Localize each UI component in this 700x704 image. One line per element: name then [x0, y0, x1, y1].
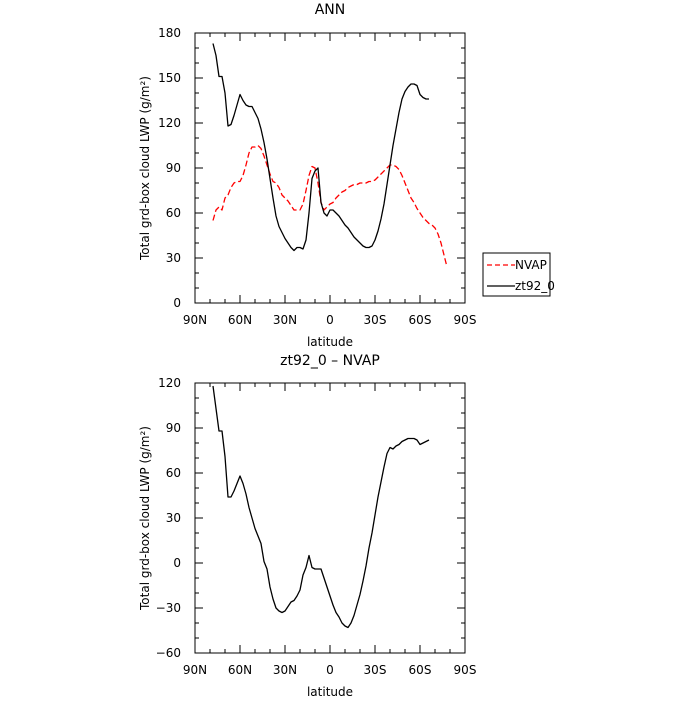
- x-tick-label: 90N: [183, 313, 207, 327]
- y-tick-label: 0: [173, 556, 181, 570]
- series-line-zt92-0-top: [212, 43, 429, 252]
- y-tick-label: 90: [166, 421, 181, 435]
- y-tick-label: 60: [166, 466, 181, 480]
- x-axis-label-bottom: latitude: [307, 685, 353, 699]
- y-tick-label: 60: [166, 206, 181, 220]
- x-tick-label: 60N: [228, 663, 252, 677]
- x-tick-label: 90S: [454, 663, 477, 677]
- y-tick-label: 180: [158, 26, 181, 40]
- y-tick-label: 120: [158, 116, 181, 130]
- series-line-difference-bottom: [212, 385, 430, 629]
- x-tick-label: 0: [326, 663, 334, 677]
- series-bottom: [212, 385, 430, 629]
- y-tick-label: 30: [166, 251, 181, 265]
- series-line-nvap-top: [212, 144, 448, 268]
- x-tick-label: 60S: [409, 663, 432, 677]
- ticks-top: 90N 60N 30N 0 30S 60S 90S 0 30 60 90 120 150 180: [158, 26, 476, 327]
- x-tick-label: 90S: [454, 313, 477, 327]
- plot-frame-bottom: [194, 382, 466, 654]
- legend-label-zt92: zt92_0: [515, 279, 555, 293]
- y-axis-label-bottom: Total grd-box cloud LWP (g/m²): [138, 426, 152, 611]
- x-tick-label: 30N: [273, 313, 297, 327]
- ticks-bottom: 90N 60N 30N 0 30S 60S 90S −60 −30 0 30 60 90 120: [156, 376, 477, 677]
- x-axis-label-top: latitude: [307, 335, 353, 349]
- series-top: [212, 43, 448, 268]
- x-tick-label: 0: [326, 313, 334, 327]
- legend: NVAP zt92_0: [482, 252, 555, 297]
- y-tick-label: 120: [158, 376, 181, 390]
- legend-label-nvap: NVAP: [515, 258, 547, 272]
- chart-title-top: ANN: [315, 2, 346, 18]
- y-tick-label: 90: [166, 161, 181, 175]
- panel-ann: ANN latitude Total grd-box cloud LWP (g/…: [138, 2, 555, 349]
- x-tick-label: 60S: [409, 313, 432, 327]
- y-tick-label: −60: [156, 646, 181, 660]
- plot-frame-top: [194, 32, 466, 304]
- x-tick-label: 60N: [228, 313, 252, 327]
- y-tick-label: 150: [158, 71, 181, 85]
- y-axis-label-top: Total grd-box cloud LWP (g/m²): [138, 76, 152, 261]
- y-tick-label: −30: [156, 601, 181, 615]
- panel-difference: zt92_0 – NVAP latitude Total grd-box clo…: [138, 353, 476, 699]
- chart-title-bottom: zt92_0 – NVAP: [280, 353, 380, 369]
- x-tick-label: 30S: [364, 663, 387, 677]
- y-tick-label: 30: [166, 511, 181, 525]
- x-tick-label: 30N: [273, 663, 297, 677]
- legend-box: [482, 252, 551, 297]
- y-tick-label: 0: [173, 296, 181, 310]
- x-tick-label: 30S: [364, 313, 387, 327]
- x-tick-label: 90N: [183, 663, 207, 677]
